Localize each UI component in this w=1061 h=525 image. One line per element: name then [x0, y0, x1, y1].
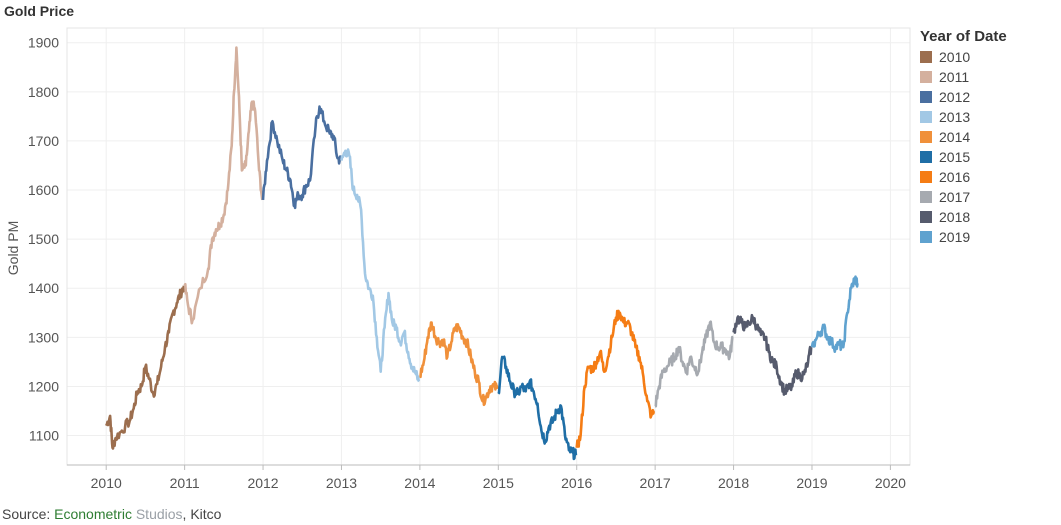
y-tick-label: 1600	[28, 182, 59, 198]
legend-item-2011: 2011	[920, 67, 1055, 87]
series-line-2013	[340, 148, 421, 383]
x-tick-label: 2017	[640, 475, 671, 491]
y-axis-title: Gold PM	[5, 221, 21, 275]
legend-label: 2013	[939, 109, 971, 125]
series-line-2016	[575, 309, 656, 448]
series-line-2017	[654, 320, 734, 408]
x-tick-label: 2013	[326, 475, 357, 491]
legend-swatch	[920, 231, 932, 243]
x-tick-label: 2019	[796, 475, 827, 491]
source-prefix: Source:	[2, 506, 55, 522]
x-tick-label: 2020	[875, 475, 906, 491]
series-line-2012	[261, 105, 342, 210]
legend: Year of Date 2010 2011 2012 2013 2014 2015 201…	[920, 28, 1055, 247]
series-line-2011	[183, 46, 264, 325]
y-tick-label: 1100	[29, 428, 59, 444]
legend-swatch	[920, 91, 932, 103]
x-tick-label: 2016	[561, 475, 592, 491]
legend-items: 2010 2011 2012 2013 2014 2015 2016 2017 2018 2019	[920, 47, 1055, 247]
legend-item-2017: 2017	[920, 187, 1055, 207]
legend-label: 2018	[939, 209, 971, 225]
x-tick-label: 2012	[247, 475, 278, 491]
series-line-2019	[810, 275, 859, 353]
y-tick-label: 1400	[28, 280, 59, 296]
legend-label: 2017	[939, 189, 971, 205]
legend-swatch	[920, 71, 932, 83]
legend-label: 2014	[939, 129, 971, 145]
legend-swatch	[920, 211, 932, 223]
legend-label: 2019	[939, 229, 971, 245]
series-line-2018	[732, 313, 813, 396]
legend-item-2010: 2010	[920, 47, 1055, 67]
legend-swatch	[920, 191, 932, 203]
legend-swatch	[920, 51, 932, 63]
y-tick-label: 1500	[28, 231, 59, 247]
legend-swatch	[920, 111, 932, 123]
legend-label: 2010	[939, 49, 971, 65]
y-tick-label: 1900	[28, 35, 59, 51]
axes	[66, 27, 911, 470]
source-econometric: Econometric	[54, 506, 132, 522]
plot-frame	[66, 27, 911, 466]
legend-item-2014: 2014	[920, 127, 1055, 147]
legend-item-2013: 2013	[920, 107, 1055, 127]
legend-item-2012: 2012	[920, 87, 1055, 107]
x-tick-label: 2010	[91, 475, 122, 491]
y-tick-labels: 1100 1200 1300 1400 1500 1600 1700 1800 1900	[28, 35, 59, 444]
legend-item-2016: 2016	[920, 167, 1055, 187]
legend-item-2018: 2018	[920, 207, 1055, 227]
legend-label: 2012	[939, 89, 971, 105]
y-tick-label: 1200	[28, 378, 59, 394]
y-tick-label: 1700	[28, 133, 59, 149]
y-tick-label: 1800	[28, 84, 59, 100]
grid-lines	[67, 28, 910, 465]
series-line-2010	[105, 285, 186, 450]
series-line-2015	[497, 355, 578, 461]
x-tick-label: 2018	[718, 475, 749, 491]
chart-title: Gold Price	[4, 3, 75, 19]
source-studios: Studios	[131, 506, 183, 522]
legend-label: 2011	[939, 69, 970, 85]
series-lines	[105, 46, 859, 461]
source-line: Source: Econometric Studios, Kitco	[2, 506, 221, 522]
legend-label: 2015	[939, 149, 971, 165]
legend-label: 2016	[939, 169, 971, 185]
x-tick-label: 2011	[170, 475, 200, 491]
x-tick-label: 2014	[404, 475, 435, 491]
legend-swatch	[920, 131, 932, 143]
legend-item-2015: 2015	[920, 147, 1055, 167]
x-tick-labels: 2010 2011 2012 2013 2014 2015 2016 2017 2018 2019…	[91, 475, 907, 491]
legend-swatch	[920, 151, 932, 163]
legend-title: Year of Date	[920, 28, 1007, 45]
x-tick-label: 2015	[483, 475, 514, 491]
legend-swatch	[920, 171, 932, 183]
legend-item-2019: 2019	[920, 227, 1055, 247]
y-tick-label: 1300	[28, 329, 59, 345]
source-kitco: , Kitco	[182, 506, 222, 522]
series-line-2014	[419, 321, 499, 407]
